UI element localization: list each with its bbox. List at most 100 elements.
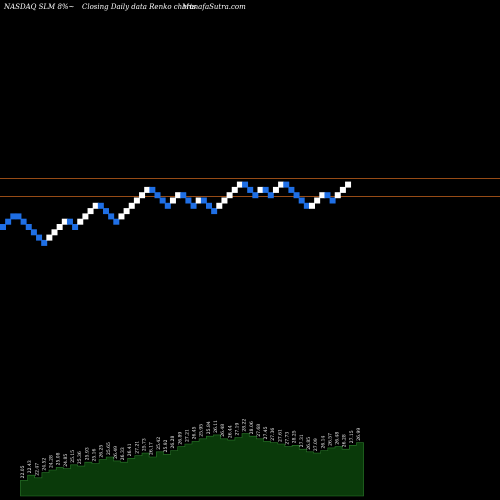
volume-label: 27.45 [263,426,269,439]
renko-brick [190,202,197,209]
renko-brick [61,218,68,225]
volume-label: 26.85 [306,437,312,450]
renko-brick [25,224,32,230]
renko-brick [180,192,187,199]
volume-label: 26.17 [149,442,155,455]
renko-brick [118,213,125,220]
renko-brick [267,192,274,199]
volume-label: 25.15 [70,450,76,463]
renko-brick [97,202,104,209]
renko-brick [113,218,120,225]
renko-brick [211,208,218,215]
volume-label: 27.31 [299,434,305,447]
volume-label: 27.15 [349,430,355,443]
renko-brick [154,192,161,199]
volume-label: 26.44 [227,425,233,438]
volume-label: 27.61 [277,429,283,442]
volume-label: 26.14 [320,435,326,448]
volume-area-shape [20,433,364,497]
volume-label: 26.49 [113,446,119,459]
renko-brick [252,192,259,199]
renko-brick [221,197,228,204]
renko-brick [314,197,321,204]
renko-brick [339,186,346,193]
volume-label: 26.25 [99,445,105,458]
volume-label: 26.28 [342,434,348,447]
volume-label: 26.45 [192,426,198,439]
volume-label: 27.21 [184,429,190,442]
renko-brick [226,192,233,199]
volume-label: 24.52 [41,458,47,471]
renko-brick [242,181,249,188]
renko-brick [123,208,130,215]
renko-brick [334,192,341,199]
renko-brick [66,218,73,225]
renko-brick [46,234,53,241]
renko-brick [324,192,331,199]
renko-brick [36,234,43,241]
renko-brick [175,192,182,199]
volume-label: 28.25 [292,430,298,443]
renko-brick [164,202,171,209]
volume-label: 22.43 [27,460,33,473]
volume-label: 25.95 [199,424,205,437]
renko-bricks [0,181,352,246]
renko-brick [103,208,109,215]
volume-label: 25.65 [106,442,112,455]
renko-brick [128,202,135,209]
volume-label: 27.19 [235,422,241,435]
renko-brick [159,197,166,204]
volume-label: 27.21 [134,441,140,454]
renko-brick [15,213,22,220]
renko-brick [309,202,315,209]
renko-brick [298,197,305,204]
renko-brick [133,197,140,204]
renko-brick [257,186,264,193]
renko-brick [288,186,295,193]
renko-brick [262,186,269,193]
renko-brick [87,208,94,215]
volume-label: 27.73 [285,432,291,445]
renko-brick [30,229,37,236]
volume-label: 26.48 [335,432,341,445]
renko-brick [231,186,238,193]
renko-brick [247,186,254,193]
volume-label: 25.36 [77,451,83,464]
volume-label: 26.41 [127,443,133,456]
renko-brick [92,202,99,209]
renko-brick [51,229,58,236]
renko-brick [303,202,310,209]
chart-description: Closing Daily data Renko charts [82,3,197,11]
renko-brick [72,224,79,230]
volume-label: 25.42 [156,437,162,450]
volume-label: 24.28 [49,455,55,468]
volume-label: 25.84 [206,421,212,434]
volume-label: 26.57 [327,433,333,446]
volume-label: 28.22 [242,419,248,432]
volume-label: 25.16 [92,448,98,461]
renko-brick [319,192,326,199]
renko-brick [5,218,12,225]
volume-label: 26.99 [356,428,362,441]
renko-brick [272,186,279,193]
volume-label: 25.93 [84,447,90,460]
renko-brick [206,202,212,209]
renko-brick [56,224,63,230]
renko-brick [108,213,115,220]
renko-brick [200,197,207,204]
volume-label: 26.89 [177,432,183,445]
volume-label: 26.48 [220,424,226,437]
renko-brick [185,197,192,204]
volume-label: 22.47 [34,463,40,476]
renko-brick [139,192,146,199]
renko-brick [169,197,176,204]
volume-area: 22.05 22.43 22.47 24.52 24.28 25.08 24.85 25.15… [20,419,364,497]
renko-brick [236,181,243,188]
renko-brick [10,213,17,220]
renko-brick [195,197,202,204]
volume-label: 25.08 [56,452,62,465]
ticker-label: NASDAQ SLM 8%~ [3,3,75,11]
renko-brick [345,181,352,188]
renko-brick [0,224,6,230]
